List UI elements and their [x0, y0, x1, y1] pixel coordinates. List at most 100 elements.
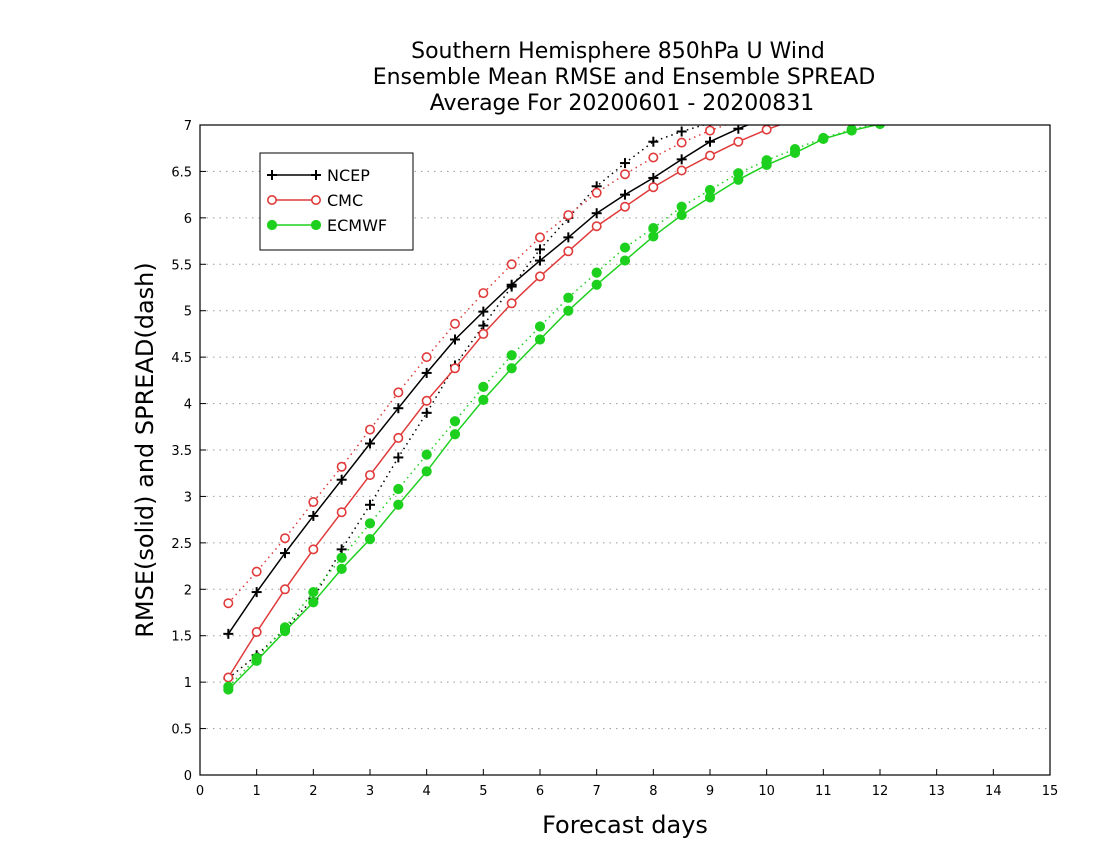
y-tick-label: 4.5 — [171, 351, 192, 366]
point-ncep-rmse — [818, 97, 828, 107]
point-cmc-spread — [421, 352, 432, 363]
y-tick-label: 0.5 — [171, 723, 192, 738]
point-ncep-rmse — [676, 154, 687, 165]
y-tick-label: 5 — [184, 305, 192, 320]
point-ncep-rmse — [365, 438, 375, 449]
point-ncep-rmse — [506, 279, 517, 290]
chart-title: Southern Hemisphere 850hPa U Wind Ensemb… — [373, 39, 876, 116]
legend-marker-left-cmc — [266, 195, 277, 206]
x-tick-label: 5 — [479, 784, 487, 799]
legend: NCEP CMC ECMWF — [259, 152, 414, 251]
point-cmc-rmse — [591, 221, 602, 232]
point-cmc-rmse — [648, 182, 659, 193]
point-ecmwf-spread — [506, 350, 517, 361]
point-ecmwf-spread — [308, 586, 319, 598]
point-cmc-spread — [876, 87, 884, 95]
point-ecmwf-rmse — [279, 625, 291, 637]
point-ecmwf-rmse — [818, 133, 829, 145]
point-cmc-spread — [223, 598, 234, 609]
point-ncep-spread — [620, 158, 630, 169]
point-cmc-rmse — [223, 672, 234, 683]
x-tick-label: 12 — [872, 784, 889, 799]
legend-box — [259, 152, 414, 251]
point-cmc-rmse — [704, 150, 715, 161]
point-ecmwf-rmse — [789, 147, 801, 158]
y-tick-label: 4 — [184, 398, 192, 413]
point-ecmwf-rmse — [846, 125, 857, 136]
point-ncep-spread — [648, 136, 659, 147]
legend-label-cmc: CMC — [327, 191, 363, 210]
point-cmc-spread — [364, 424, 375, 435]
point-ncep-spread — [875, 88, 885, 98]
point-cmc-spread — [393, 387, 404, 398]
y-tick-label: 3 — [184, 490, 192, 505]
point-cmc-rmse — [421, 395, 432, 406]
line-cmc-rmse — [227, 125, 782, 678]
point-cmc-spread — [847, 91, 855, 99]
point-ecmwf-rmse — [336, 563, 347, 574]
point-cmc-spread — [506, 259, 517, 270]
y-tick-label: 5.5 — [171, 258, 192, 273]
plot-frame — [199, 124, 1051, 776]
legend-marker-left-ncep — [267, 170, 277, 180]
y-axis-label: RMSE(solid) and SPREAD(dash) — [131, 262, 159, 638]
y-axis-ticks: 0 0.5 1 1.5 2 2.5 3 3.5 4 4.5 5 5.5 6 6.5 7 — [171, 119, 206, 784]
y-tick-label: 0 — [184, 769, 192, 784]
point-cmc-spread — [591, 187, 602, 198]
point-ecmwf-spread — [478, 381, 489, 392]
point-cmc-rmse — [619, 201, 630, 212]
point-ecmwf-spread — [563, 292, 574, 303]
point-cmc-rmse — [876, 95, 884, 103]
x-tick-label: 11 — [815, 784, 832, 799]
x-tick-label: 7 — [593, 784, 601, 799]
point-ncep-rmse — [421, 367, 432, 378]
point-ecmwf-rmse — [449, 429, 461, 440]
point-ecmwf-rmse — [393, 499, 404, 510]
point-ncep-rmse — [705, 136, 715, 147]
line-ncep-rmse — [227, 125, 750, 635]
x-tick-label: 14 — [985, 784, 1002, 799]
point-cmc-spread — [676, 137, 687, 148]
point-cmc-spread — [336, 461, 347, 472]
point-ecmwf-spread — [421, 449, 432, 460]
point-cmc-spread — [478, 288, 489, 299]
point-cmc-rmse — [336, 507, 347, 518]
point-cmc-rmse — [791, 115, 799, 123]
point-ncep-rmse — [450, 334, 460, 345]
y-tick-label: 7 — [184, 119, 192, 134]
title-line-3: Average For 20200601 - 20200831 — [430, 91, 815, 116]
point-ecmwf-rmse — [874, 125, 886, 130]
point-ncep-rmse — [847, 90, 857, 100]
point-ecmwf-spread — [676, 201, 687, 212]
legend-item-ncep: NCEP — [267, 166, 370, 185]
point-ncep-rmse — [563, 232, 574, 243]
x-tick-label: 10 — [758, 784, 775, 799]
x-tick-label: 4 — [423, 784, 431, 799]
point-cmc-rmse — [847, 100, 855, 108]
point-ncep-spread — [535, 244, 545, 255]
point-ecmwf-spread — [393, 483, 404, 495]
point-ecmwf-spread — [336, 552, 347, 563]
point-ecmwf-spread — [449, 416, 461, 427]
x-tick-label: 6 — [536, 784, 544, 799]
point-cmc-spread — [619, 169, 630, 180]
point-cmc-rmse — [761, 125, 772, 135]
point-cmc-rmse — [563, 246, 574, 257]
point-ecmwf-rmse — [591, 279, 602, 290]
point-ncep-spread — [393, 452, 404, 463]
x-axis-ticks: 0 1 2 3 4 5 6 7 8 9 10 11 12 13 14 15 — [196, 769, 1058, 799]
point-ncep-spread — [676, 126, 687, 137]
series-ecmwf-rmse — [223, 125, 886, 695]
point-cmc-rmse — [449, 363, 460, 374]
legend-item-cmc: CMC — [266, 191, 363, 210]
point-cmc-spread — [648, 152, 659, 163]
x-tick-label: 15 — [1042, 784, 1059, 799]
point-cmc-rmse — [534, 271, 545, 282]
y-tick-label: 2 — [184, 583, 192, 598]
point-ncep-rmse — [620, 189, 630, 200]
series-layer — [223, 87, 886, 695]
point-ecmwf-rmse — [223, 684, 234, 695]
point-ecmwf-rmse — [704, 192, 716, 203]
point-ecmwf-rmse — [676, 209, 687, 221]
point-ecmwf-rmse — [308, 597, 319, 608]
